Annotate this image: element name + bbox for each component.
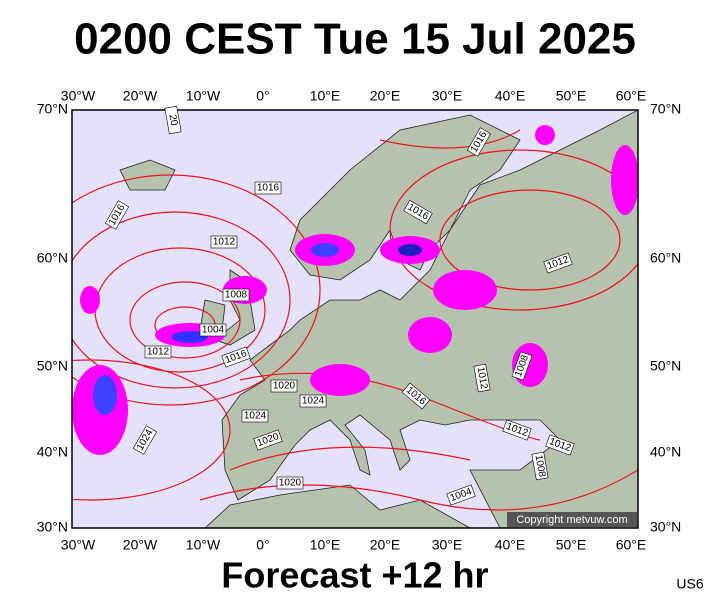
isobar-label-box [164,105,182,135]
isobar-label-box [276,476,304,490]
isobar-label-text: 1020 [279,478,302,489]
lat-label-right: 50°N [650,358,681,374]
isobar-label-box [473,363,491,393]
forecast-label: Forecast +12 hr [221,555,488,596]
isobar-label: 1024 [241,409,269,423]
lon-label-bottom: 20°W [123,537,158,553]
lat-label-left: 50°N [37,358,68,374]
isobar-label: 1008 [222,288,250,302]
lon-label-top: 0° [256,88,269,104]
lon-label-top: 40°E [495,88,526,104]
lon-label-top: 30°W [61,88,96,104]
lon-label-bottom: 20°E [370,537,401,553]
isobar-label-text: 1012 [213,237,236,248]
isobar-label-text: 1012 [147,347,170,358]
isobar-label-box [222,288,250,302]
lon-label-bottom: 30°W [61,537,96,553]
lon-label-top: 10°W [186,88,221,104]
isobar-label-box [502,419,532,441]
lon-label-top: 60°E [616,88,647,104]
lon-label-top: 30°E [432,88,463,104]
isobar-label: 1016 [254,181,282,195]
lon-label-top: 20°E [370,88,401,104]
lat-label-left: 30°N [37,519,68,535]
isobar-label: 1012 [210,235,238,249]
isobar-label-box [446,484,476,506]
lon-label-bottom: 10°W [186,537,221,553]
isobar-label-box [210,235,238,249]
isobar-label-text: 1008 [225,290,248,301]
lon-label-top: 20°W [123,88,158,104]
isobar-label-box [401,382,431,410]
isobar-label: 1012 [473,363,491,393]
isobar-label-box [531,451,549,481]
lat-label-right: 70°N [650,101,681,117]
isobar-label: 1024 [299,394,327,408]
lon-label-bottom: 30°E [432,537,463,553]
isobar-label: 20 [164,105,182,135]
title: 0200 CEST Tue 15 Jul 2025 [74,15,636,64]
map-area: Copyright metvuw.com [72,110,638,528]
copyright-box [507,512,637,527]
lat-label-left: 40°N [37,444,68,460]
isobar-label-text: 1016 [257,183,280,194]
lon-label-bottom: 0° [256,537,269,553]
isobar-label-box [299,394,327,408]
isobar-label: 1020 [276,476,304,490]
isobar-label-text: 1024 [244,411,267,422]
isobar-label-box [253,429,283,451]
isobar-label-text: 20 [166,114,179,127]
run-code: US6 [676,576,703,592]
lon-label-bottom: 50°E [556,537,587,553]
lat-label-right: 40°N [650,444,681,460]
isobar-label-box [543,252,573,274]
isobar-label-text: 1024 [302,396,325,407]
isobar-label-box [511,351,533,381]
frame [71,109,639,529]
lat-label-right: 60°N [650,250,681,266]
lon-label-top: 10°E [310,88,341,104]
isobar-label-box [132,425,158,455]
isobar-label-box [241,409,269,423]
lat-label-left: 70°N [37,101,68,117]
isobar-label-box [545,434,575,456]
isobar-label-box [270,379,298,393]
lat-label-left: 60°N [37,250,68,266]
isobar-label: 1004 [199,323,227,337]
isobar-label-text: 1008 [533,454,548,478]
isobar-label: 1020 [270,379,298,393]
isobar-label: 1008 [531,451,549,481]
isobar-label-box [403,199,433,225]
lon-label-top: 50°E [556,88,587,104]
isobars [72,129,638,511]
isobar-label-box [144,345,172,359]
isobar-label-text: 1020 [273,381,296,392]
isobar-label-box [221,346,251,368]
isobar-label-text: 1012 [475,366,490,390]
isobar-label: 1012 [144,345,172,359]
isobar-label-box [199,323,227,337]
lon-label-bottom: 10°E [310,537,341,553]
lon-label-bottom: 40°E [495,537,526,553]
lon-label-bottom: 60°E [616,537,647,553]
isobar-label-box [104,200,130,230]
isobar-label-box [466,127,492,157]
isobar-label-box [254,181,282,195]
copyright: Copyright metvuw.com [516,514,627,526]
isobar-label-text: 1004 [202,325,225,336]
lat-label-right: 30°N [650,519,681,535]
